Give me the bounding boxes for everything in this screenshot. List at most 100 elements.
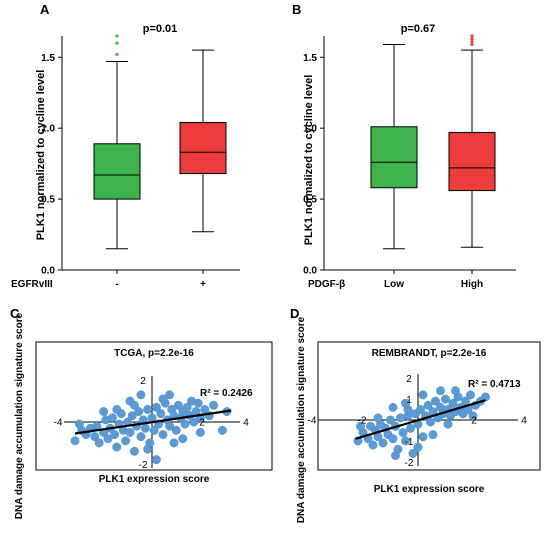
panel-a-plot: 0.0 0.5 1.0 1.5 - +	[41, 34, 240, 290]
panel-d-point	[388, 403, 398, 412]
panel-d-point	[418, 390, 428, 400]
panel-a: p=0.01 PLK1 normalized to cycline level …	[11, 23, 240, 290]
panel-d-point	[448, 398, 458, 408]
panel-d-ytick-label: -1	[405, 437, 414, 448]
panel-c-point	[193, 398, 203, 408]
panel-c-point	[173, 400, 183, 410]
panel-c-point	[129, 446, 139, 456]
panel-d-point	[403, 405, 413, 414]
panel-c-point	[127, 411, 137, 421]
panel-b-title: p=0.67	[401, 23, 436, 35]
panel-d-ytick-label: 1	[406, 395, 412, 406]
panel-c-point	[158, 430, 168, 439]
panel-c-title: TCGA, p=2.2e-16	[114, 348, 194, 359]
panel-c-point	[136, 432, 146, 442]
panel-c-point	[169, 438, 179, 448]
panel-c-ytick-label: 2	[140, 376, 146, 387]
panel-c-xtick-label: 4	[243, 418, 249, 429]
panel-d-point	[416, 405, 425, 414]
panel-b-group-label: PDGF-β	[308, 279, 345, 290]
panel-c-point	[151, 402, 161, 412]
panel-d-ytick-label: 2	[406, 374, 412, 385]
panel-d-point	[396, 413, 405, 423]
panel-d-point	[398, 428, 408, 437]
panel-c-ytick-label: -2	[139, 460, 148, 471]
panel-a-ytick-label: 0.0	[41, 266, 55, 277]
panel-d-point	[386, 415, 395, 425]
panel-a-outlier	[115, 41, 119, 45]
panel-d: REMBRANDT, p=2.2e-16 PLK1 expression sco…	[296, 316, 541, 523]
panel-c-point	[134, 407, 144, 416]
panel-d-xtick-label: -4	[308, 416, 317, 427]
panel-c-point	[136, 390, 146, 400]
panel-d-point	[413, 442, 423, 452]
panel-d-point	[356, 421, 365, 431]
panel-c-xtick-label: 2	[199, 418, 205, 429]
panel-b-plot: 0.0 0.5 1.0 1.5 Low High	[303, 34, 516, 290]
panel-d-point	[391, 451, 400, 460]
panel-c-point	[125, 428, 135, 437]
panel-c-point	[195, 428, 205, 437]
panel-c-xtick-label: -4	[54, 418, 63, 429]
panel-b-outlier	[470, 42, 474, 47]
panel-c-point	[209, 400, 219, 410]
panel-c-point	[171, 425, 181, 435]
panel-d-point	[388, 434, 398, 444]
panel-c-point	[140, 423, 150, 433]
panel-letter-a: A	[40, 2, 50, 17]
panel-d-point	[426, 417, 435, 427]
panel-c-ylabel: DNA damage accumulation signature score	[14, 312, 25, 519]
panel-a-group-label: EGFRvIII	[11, 279, 53, 290]
panel-c-point	[180, 419, 190, 429]
panel-d-trend-line	[355, 399, 486, 440]
panel-c-point	[156, 409, 166, 419]
panel-c-point	[112, 405, 122, 414]
panel-a-title: p=0.01	[143, 23, 178, 35]
panel-d-point	[378, 438, 388, 448]
panel-d-point	[423, 400, 433, 410]
panel-d-point	[466, 390, 475, 400]
panel-d-xtick-label: 2	[471, 416, 477, 427]
panel-b-ytick-label: 0.5	[303, 195, 317, 206]
panel-c-trend-line	[74, 409, 232, 435]
panel-a-box	[179, 122, 227, 175]
panel-d-frame	[317, 341, 541, 471]
panel-c-point	[189, 417, 199, 427]
panel-c-xlabel: PLK1 expression score	[99, 474, 210, 485]
panel-c-point	[143, 444, 153, 454]
panel-a-xtick-label: +	[200, 279, 206, 290]
panel-c-point	[94, 438, 104, 448]
panel-b-outlier	[470, 34, 474, 38]
panel-d-point	[468, 411, 478, 421]
panel-d-point	[428, 430, 438, 440]
panel-b-ytick-label: 1.5	[303, 53, 317, 64]
panel-a-ytick-label: 1.0	[41, 124, 55, 135]
panel-a-outlier	[115, 52, 119, 57]
panel-b-xtick-label: High	[461, 279, 483, 290]
panel-d-ylabel: DNA damage accumulation signature score	[296, 316, 307, 523]
panel-d-point	[436, 386, 445, 396]
panel-c-point	[103, 434, 113, 444]
panel-c-point	[90, 432, 100, 442]
panel-b-ytick-label: 0.0	[303, 266, 317, 277]
panel-d-xlabel: PLK1 expression score	[374, 484, 485, 495]
panel-d-point	[373, 413, 383, 423]
panel-a-ylabel: PLK1 normalized to cycline level	[35, 70, 47, 241]
panel-c-point	[107, 413, 117, 423]
panel-b-box	[370, 126, 418, 189]
panel-d-xtick-label: -2	[358, 416, 367, 427]
panel-b: p=0.67 PLK1 normalized to cycline level …	[303, 23, 516, 290]
panel-c-point	[74, 419, 84, 429]
panel-d-xtick-label: 4	[521, 416, 527, 427]
panel-d-ytick-label: -2	[405, 458, 414, 469]
panel-c: TCGA, p=2.2e-16 PLK1 expression score DN…	[14, 312, 273, 519]
panel-d-point	[368, 440, 378, 450]
panel-d-title: REMBRANDT, p=2.2e-16	[372, 348, 487, 359]
panel-d-plot: -4 -2 2 4 2 1 -1 -2 R² = 0.4713	[308, 374, 527, 469]
panel-d-point	[443, 419, 453, 429]
panel-d-point	[431, 396, 440, 406]
panel-a-box	[93, 143, 141, 200]
panel-c-point	[143, 405, 153, 414]
panel-b-ylabel: PLK1 normalized to cycline level	[303, 75, 315, 246]
